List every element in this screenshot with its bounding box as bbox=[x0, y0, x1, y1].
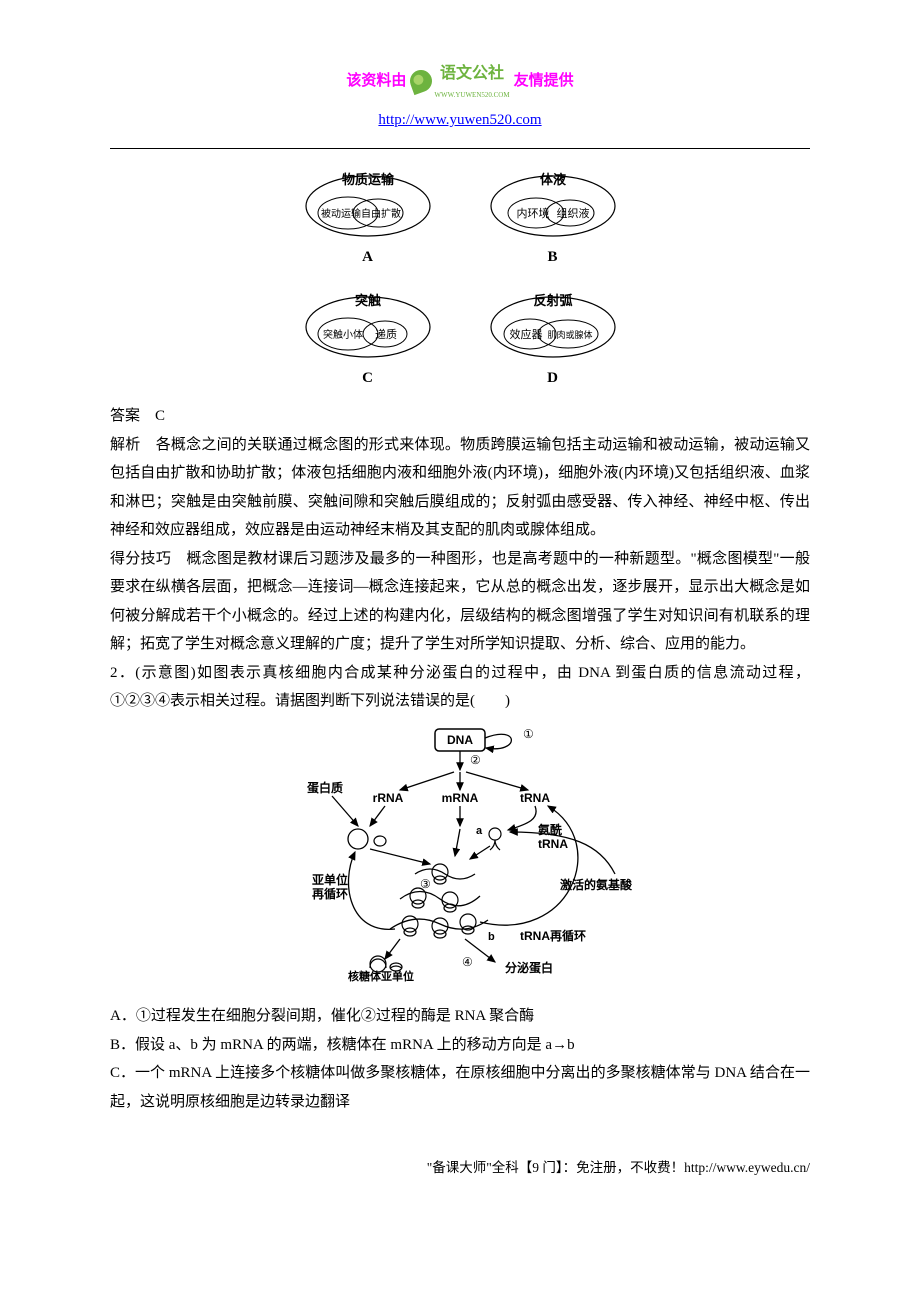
logo-swirl-icon bbox=[407, 67, 435, 95]
svg-text:核糖体亚单位: 核糖体亚单位 bbox=[348, 969, 414, 983]
q2-diagram: DNA ① ② rRNA mRNA tRNA 蛋白质 bbox=[110, 724, 810, 995]
page-footer: "备课大师"全科【9 门】：免注册，不收费！http://www.eywedu.… bbox=[0, 1156, 920, 1206]
q2-optC: C．一个 mRNA 上连接多个核糖体叫做多聚核糖体，在原核细胞中分离出的多聚核糖… bbox=[110, 1059, 810, 1116]
venn-A: 物质运输 被动运输 自由扩散 A bbox=[293, 161, 443, 272]
tip-text: 概念图是教材课后习题涉及最多的一种图形，也是高考题中的一种新题型。"概念图模型"… bbox=[110, 551, 810, 653]
venn-diagrams: 物质运输 被动运输 自由扩散 A 体液 内环境 组织液 B 突触 bbox=[290, 161, 630, 392]
tip-label: 得分技巧 bbox=[110, 551, 171, 567]
page: 该资料由 语文公社 WWW.YUWEN520.COM 友情提供 http://w… bbox=[0, 0, 920, 1156]
answer-line: 答案 C bbox=[110, 402, 810, 431]
svg-text:DNA: DNA bbox=[447, 733, 473, 747]
venn-D-outer: 反射弧 bbox=[533, 293, 572, 308]
svg-text:tRNA: tRNA bbox=[520, 791, 550, 805]
analysis-text: 各概念之间的关联通过概念图的形式来体现。物质跨膜运输包括主动运输和被动运输，被动… bbox=[110, 437, 810, 539]
analysis-label: 解析 bbox=[110, 437, 140, 453]
q2-stem: 2．(示意图)如图表示真核细胞内合成某种分泌蛋白的过程中，由 DNA 到蛋白质的… bbox=[110, 659, 810, 716]
venn-C-svg: 突触 突触小体 递质 bbox=[293, 282, 443, 362]
svg-text:蛋白质: 蛋白质 bbox=[307, 780, 343, 795]
tip: 得分技巧 概念图是教材课后习题涉及最多的一种图形，也是高考题中的一种新题型。"概… bbox=[110, 545, 810, 659]
svg-text:再循环: 再循环 bbox=[312, 886, 348, 901]
answer-label: 答案 bbox=[110, 408, 140, 424]
header-url[interactable]: http://www.yuwen520.com bbox=[110, 106, 810, 135]
venn-C-caption: C bbox=[293, 364, 443, 393]
footer-text: "备课大师"全科【9 门】：免注册，不收费！ bbox=[427, 1160, 684, 1175]
venn-C-inner2: 递质 bbox=[375, 327, 397, 341]
venn-B-svg: 体液 内环境 组织液 bbox=[478, 161, 628, 241]
q2-diagram-svg: DNA ① ② rRNA mRNA tRNA 蛋白质 bbox=[270, 724, 650, 984]
venn-C-outer: 突触 bbox=[354, 293, 380, 308]
svg-text:④: ④ bbox=[462, 955, 473, 969]
venn-B: 体液 内环境 组织液 B bbox=[478, 161, 628, 272]
site-header: 该资料由 语文公社 WWW.YUWEN520.COM 友情提供 http://w… bbox=[110, 60, 810, 134]
venn-B-outer: 体液 bbox=[539, 172, 565, 187]
header-text-left: 该资料由 bbox=[346, 67, 406, 96]
venn-D-inner1: 效应器 bbox=[509, 327, 542, 341]
header-line: 该资料由 语文公社 WWW.YUWEN520.COM 友情提供 bbox=[110, 60, 810, 102]
site-logo: 语文公社 WWW.YUWEN520.COM bbox=[410, 60, 509, 102]
analysis: 解析 各概念之间的关联通过概念图的形式来体现。物质跨膜运输包括主动运输和被动运输… bbox=[110, 431, 810, 545]
footer-url[interactable]: http://www.eywedu.cn/ bbox=[684, 1160, 810, 1175]
venn-B-inner1: 内环境 bbox=[516, 206, 549, 220]
svg-text:亚单位: 亚单位 bbox=[312, 872, 348, 887]
venn-D-svg: 反射弧 效应器 肌肉或腺体 bbox=[478, 282, 628, 362]
svg-text:②: ② bbox=[470, 753, 481, 767]
svg-text:rRNA: rRNA bbox=[373, 791, 404, 805]
venn-B-inner2: 组织液 bbox=[556, 206, 589, 220]
venn-D: 反射弧 效应器 肌肉或腺体 D bbox=[478, 282, 628, 393]
answer-value: C bbox=[155, 408, 165, 424]
venn-A-inner1: 被动运输 bbox=[321, 207, 361, 220]
venn-D-inner2: 肌肉或腺体 bbox=[547, 329, 592, 340]
svg-text:tRNA再循环: tRNA再循环 bbox=[520, 928, 586, 943]
venn-A-inner2: 自由扩散 bbox=[361, 207, 401, 220]
venn-C: 突触 突触小体 递质 C bbox=[293, 282, 443, 393]
logo-text-cn: 语文公社 bbox=[440, 65, 504, 82]
venn-A-caption: A bbox=[293, 243, 443, 272]
svg-text:分泌蛋白: 分泌蛋白 bbox=[505, 960, 553, 975]
svg-text:mRNA: mRNA bbox=[442, 791, 479, 805]
header-text-right: 友情提供 bbox=[514, 67, 574, 96]
svg-text:a: a bbox=[476, 825, 483, 837]
q2-optA: A．①过程发生在细胞分裂间期，催化②过程的酶是 RNA 聚合酶 bbox=[110, 1002, 810, 1031]
venn-D-caption: D bbox=[478, 364, 628, 393]
svg-text:tRNA: tRNA bbox=[538, 837, 568, 851]
logo-text-en: WWW.YUWEN520.COM bbox=[434, 89, 509, 102]
venn-B-caption: B bbox=[478, 243, 628, 272]
svg-text:激活的氨基酸: 激活的氨基酸 bbox=[560, 877, 633, 892]
svg-text:b: b bbox=[488, 931, 495, 943]
venn-A-svg: 物质运输 被动运输 自由扩散 bbox=[293, 161, 443, 241]
divider bbox=[110, 148, 810, 149]
svg-text:①: ① bbox=[523, 727, 534, 741]
q2-optB: B．假设 a、b 为 mRNA 的两端，核糖体在 mRNA 上的移动方向是 a→… bbox=[110, 1031, 810, 1060]
venn-A-outer: 物质运输 bbox=[341, 172, 394, 187]
venn-C-inner1: 突触小体 bbox=[323, 328, 363, 341]
